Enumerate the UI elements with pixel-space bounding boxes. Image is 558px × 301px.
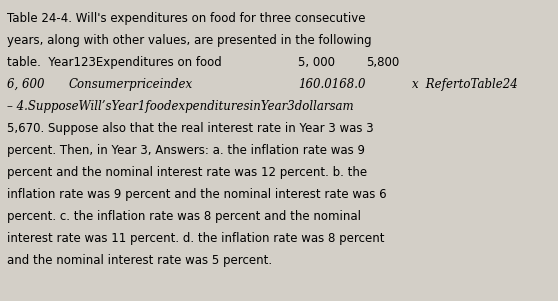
Text: 5,800: 5,800: [366, 56, 400, 69]
Text: Table 24-4. Will's expenditures on food for three consecutive: Table 24-4. Will's expenditures on food …: [7, 12, 365, 25]
Text: x: x: [412, 78, 419, 91]
Text: 160.0168.0: 160.0168.0: [298, 78, 365, 91]
Text: inflation rate was 9 percent and the nominal interest rate was 6: inflation rate was 9 percent and the nom…: [7, 188, 387, 201]
Text: percent. Then, in Year 3, Answers: a. the inflation rate was 9: percent. Then, in Year 3, Answers: a. th…: [7, 144, 365, 157]
Text: percent and the nominal interest rate was 12 percent. b. the: percent and the nominal interest rate wa…: [7, 166, 367, 179]
Text: percent. c. the inflation rate was 8 percent and the nominal: percent. c. the inflation rate was 8 per…: [7, 210, 361, 223]
Text: years, along with other values, are presented in the following: years, along with other values, are pres…: [7, 34, 372, 47]
Text: 5,670. Suppose also that the real interest rate in Year 3 was 3: 5,670. Suppose also that the real intere…: [7, 122, 374, 135]
Text: 6, 600: 6, 600: [7, 78, 45, 91]
Text: Consumerpriceindex: Consumerpriceindex: [69, 78, 193, 91]
Text: 5, 000: 5, 000: [298, 56, 335, 69]
Text: and the nominal interest rate was 5 percent.: and the nominal interest rate was 5 perc…: [7, 254, 272, 267]
Text: – 4.SupposeWill’sYear1foodexpendituresinYear3dollarsam: – 4.SupposeWill’sYear1foodexpendituresin…: [7, 100, 354, 113]
Text: interest rate was 11 percent. d. the inflation rate was 8 percent: interest rate was 11 percent. d. the inf…: [7, 232, 384, 245]
Text: RefertoTable24: RefertoTable24: [422, 78, 518, 91]
Text: table.  Year123Expenditures on food: table. Year123Expenditures on food: [7, 56, 222, 69]
